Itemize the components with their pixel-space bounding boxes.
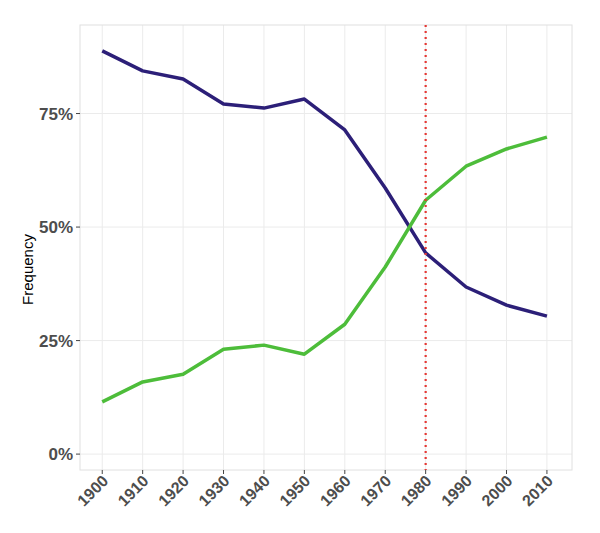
y-tick-label: 25%	[39, 332, 73, 351]
y-tick	[76, 227, 80, 228]
x-tick-label: 1940	[236, 472, 273, 509]
x-tick-label: 1990	[438, 472, 475, 509]
chart: 0%25%50%75%19001910192019301940195019601…	[0, 0, 600, 533]
x-tick	[506, 470, 507, 474]
x-tick	[344, 470, 345, 474]
x-grid-line	[304, 25, 305, 470]
x-tick	[304, 470, 305, 474]
x-grid-line	[183, 25, 184, 470]
x-tick	[102, 470, 103, 474]
x-tick	[425, 470, 426, 474]
x-tick-label: 1980	[398, 472, 435, 509]
plot-frame	[80, 25, 572, 470]
x-grid-line	[344, 25, 345, 470]
x-grid-line	[466, 25, 467, 470]
x-tick-label: 2010	[519, 472, 556, 509]
x-grid-line	[142, 25, 143, 470]
x-grid-line	[425, 25, 426, 470]
y-grid-line	[80, 227, 572, 228]
x-grid-line	[223, 25, 224, 470]
series-line	[102, 137, 547, 402]
x-tick-label: 1960	[317, 472, 354, 509]
x-tick	[385, 470, 386, 474]
y-tick	[76, 340, 80, 341]
y-grid-line	[80, 454, 572, 455]
x-tick-label: 1920	[155, 472, 192, 509]
x-tick	[223, 470, 224, 474]
x-grid-line	[546, 25, 547, 470]
x-grid-line	[506, 25, 507, 470]
y-tick-label: 0%	[48, 445, 73, 464]
reference-line	[425, 25, 427, 470]
data-group	[102, 25, 547, 470]
plot-background	[80, 25, 572, 470]
x-tick	[546, 470, 547, 474]
x-tick	[183, 470, 184, 474]
y-tick-label: 75%	[39, 105, 73, 124]
chart-container: 0%25%50%75%19001910192019301940195019601…	[0, 0, 600, 533]
x-tick	[466, 470, 467, 474]
y-axis-label: Frequency	[19, 234, 36, 305]
y-tick	[76, 454, 80, 455]
x-tick-label: 1950	[276, 472, 313, 509]
x-tick-label: 1910	[115, 472, 152, 509]
x-grid-line	[263, 25, 264, 470]
series-line	[102, 51, 547, 316]
x-tick-label: 1930	[195, 472, 232, 509]
x-tick-label: 1970	[357, 472, 394, 509]
x-tick	[263, 470, 264, 474]
x-tick-label: 1900	[74, 472, 111, 509]
x-tick-label: 2000	[478, 472, 515, 509]
x-grid-line	[385, 25, 386, 470]
x-grid-line	[102, 25, 103, 470]
x-tick	[142, 470, 143, 474]
y-tick-label: 50%	[39, 218, 73, 237]
y-tick	[76, 113, 80, 114]
